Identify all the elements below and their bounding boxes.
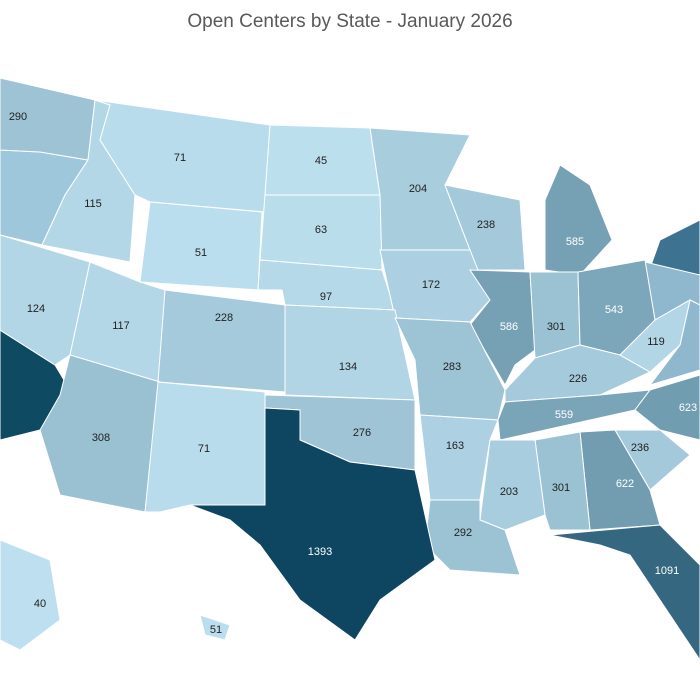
state-value-label: 301 — [552, 482, 570, 494]
state — [444, 184, 526, 271]
state-value-label: 228 — [215, 312, 233, 324]
state-value-label: 71 — [174, 152, 186, 164]
state-value-label: 115 — [84, 198, 102, 210]
state-value-label: 290 — [9, 111, 27, 123]
state-value-label: 51 — [210, 624, 222, 636]
state — [479, 439, 546, 531]
state — [619, 299, 691, 373]
state-value-label: 172 — [422, 279, 440, 291]
state-value-label: 124 — [27, 303, 45, 315]
state — [0, 539, 61, 651]
state — [634, 374, 700, 441]
state — [549, 524, 700, 661]
state-value-label: 238 — [477, 219, 495, 231]
state — [649, 219, 700, 276]
state-value-label: 134 — [339, 361, 357, 373]
state-value-label: 308 — [92, 432, 110, 444]
state-value-label: 623 — [679, 402, 697, 414]
state — [419, 414, 499, 501]
state — [529, 271, 581, 359]
state — [544, 164, 613, 276]
state — [0, 234, 91, 366]
state-value-label: 276 — [353, 427, 371, 439]
state-value-label: 622 — [616, 478, 634, 490]
state-value-label: 292 — [454, 527, 472, 539]
state-value-label: 97 — [320, 291, 332, 303]
state-value-label: 586 — [500, 321, 518, 333]
state-value-label: 203 — [500, 486, 518, 498]
state-value-label: 45 — [315, 155, 327, 167]
state-value-label: 236 — [631, 442, 649, 454]
state-value-label: 301 — [547, 321, 565, 333]
state — [379, 249, 491, 323]
state — [0, 77, 96, 161]
state-value-label: 63 — [315, 224, 327, 236]
state-value-label: 1091 — [655, 565, 679, 577]
state — [189, 407, 436, 641]
state-value-label: 226 — [569, 373, 587, 385]
state — [199, 614, 231, 641]
state-value-label: 585 — [566, 236, 584, 248]
state-value-label: 117 — [112, 320, 130, 332]
state-value-label: 71 — [198, 443, 210, 455]
state-value-label: 119 — [647, 336, 665, 348]
state-value-label: 204 — [409, 183, 427, 195]
state-value-label: 543 — [605, 304, 623, 316]
map-title: Open Centers by State - January 2026 — [187, 11, 512, 32]
state-value-label: 1393 — [308, 546, 332, 558]
state-value-label: 283 — [443, 361, 461, 373]
state-value-label: 40 — [34, 598, 46, 610]
state-value-label: 163 — [446, 440, 464, 452]
state-value-label: 51 — [195, 247, 207, 259]
state — [157, 289, 286, 393]
state-value-label: 559 — [555, 409, 573, 421]
